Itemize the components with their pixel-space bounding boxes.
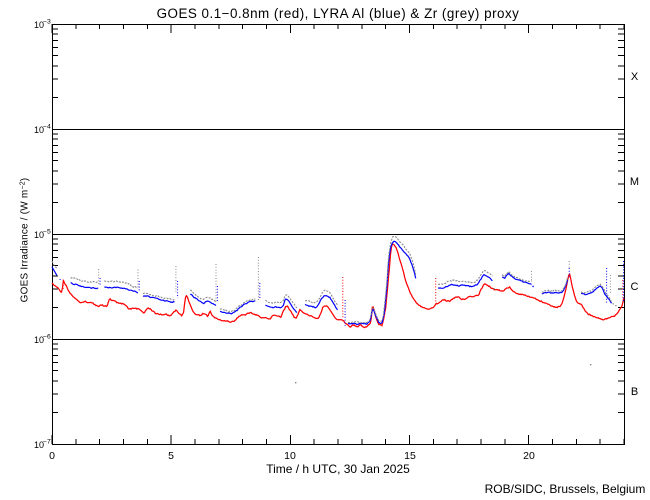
svg-text:Time / h UTC, 30 Jan 2025: Time / h UTC, 30 Jan 2025 (266, 462, 410, 476)
svg-text:10: 10 (34, 20, 44, 30)
svg-text:5: 5 (168, 450, 174, 462)
svg-text:10: 10 (34, 230, 44, 240)
svg-text:20: 20 (523, 450, 535, 462)
svg-text:C: C (631, 281, 639, 293)
svg-text:X: X (631, 71, 639, 83)
svg-text:B: B (631, 386, 638, 398)
svg-text:M: M (630, 176, 639, 188)
svg-text:10: 10 (284, 450, 296, 462)
svg-text:−3: −3 (43, 19, 51, 26)
svg-text:GOES 0.1−0.8nm (red), LYRA Al: GOES 0.1−0.8nm (red), LYRA Al (blue) & Z… (157, 6, 520, 21)
svg-text:10: 10 (34, 440, 44, 450)
svg-text:10: 10 (34, 125, 44, 135)
svg-text:GOES Irradiance / (W m−2): GOES Irradiance / (W m−2) (20, 178, 31, 303)
svg-text:10: 10 (34, 335, 44, 345)
svg-text:−7: −7 (43, 439, 51, 446)
svg-text:ROB/SIDC, Brussels, Belgium: ROB/SIDC, Brussels, Belgium (485, 482, 646, 496)
svg-text:15: 15 (404, 450, 416, 462)
svg-text:−4: −4 (43, 124, 51, 131)
svg-text:0: 0 (49, 450, 55, 462)
svg-text:−6: −6 (43, 334, 51, 341)
svg-text:−5: −5 (43, 229, 51, 236)
